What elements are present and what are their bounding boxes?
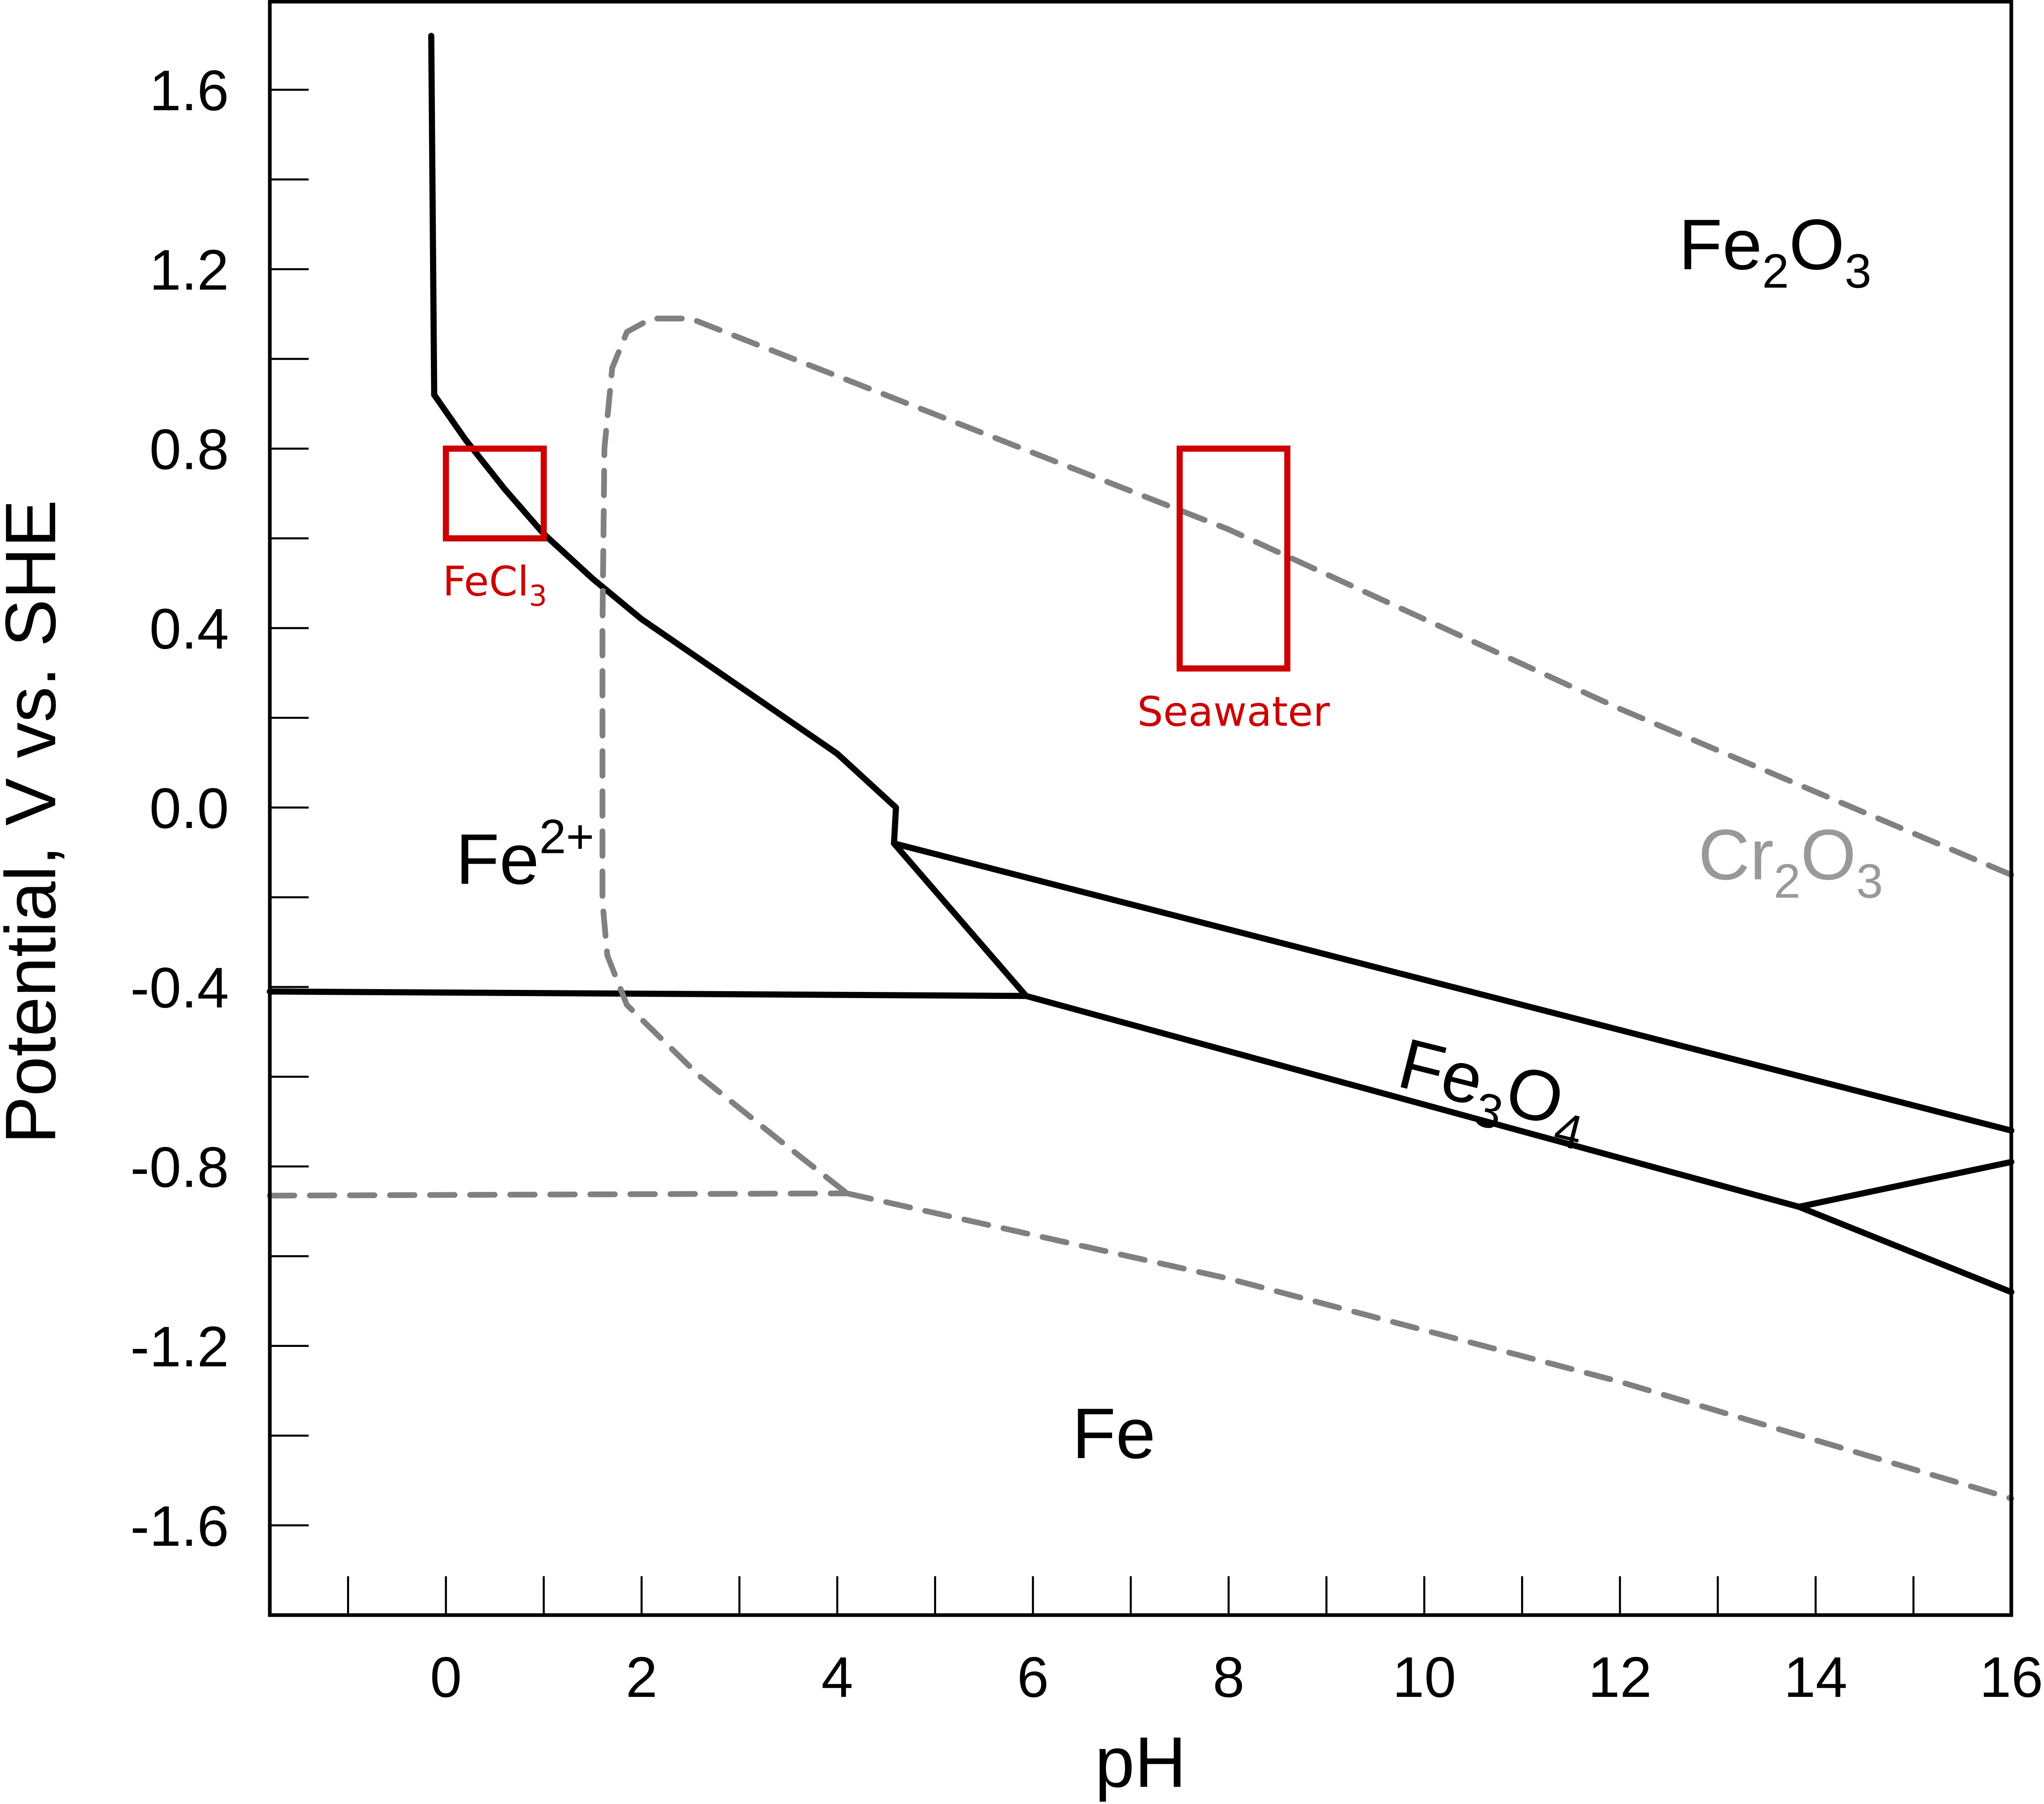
plot-frame: [268, 0, 2013, 1617]
x-tick-label: 6: [1017, 1645, 1049, 1709]
y-tick-label: 1.2: [149, 238, 229, 302]
x-tick-label: 2: [626, 1645, 658, 1709]
series-layer: [267, 33, 2015, 1501]
x-tick-label: 14: [1784, 1645, 1847, 1709]
fe-boundary-line: [891, 840, 1029, 999]
x-tick-label: 4: [821, 1645, 853, 1709]
x-tick-label: 10: [1392, 1645, 1456, 1709]
x-tick-label: 16: [1979, 1645, 2043, 1709]
phase-label: Fe2+: [456, 810, 594, 900]
phase-label: Fe3O4: [1388, 1023, 1598, 1160]
x-tick-label: 8: [1213, 1645, 1244, 1709]
y-tick-label: -0.4: [130, 956, 229, 1020]
fe-boundary-line: [1023, 993, 1802, 1210]
fe-boundary-line: [267, 988, 1029, 999]
y-tick-label: 1.6: [149, 58, 229, 122]
x-tick-label: 12: [1588, 1645, 1652, 1709]
fe-boundary-line: [431, 392, 899, 847]
y-tick-label: 0.0: [149, 776, 229, 840]
y-tick-label: -1.6: [130, 1494, 229, 1558]
y-tick-label: -0.8: [130, 1135, 229, 1199]
phase-label: Fe: [1072, 1394, 1155, 1474]
x-axis-title: pH: [1095, 1723, 1186, 1802]
cr-boundary-line: [844, 1190, 2014, 1501]
fe-boundary-line: [891, 840, 2015, 1134]
tick-layer: 0 2 4 6 8 10 12 14 16 -1.6 -1.2 -0.8 -0.4 0.0 0.4 0.8 1.…: [130, 58, 2043, 1709]
region-box: [1177, 445, 1291, 672]
cr-boundary-line: [599, 316, 2014, 1196]
y-tick-label: -1.2: [130, 1315, 229, 1379]
fe-boundary-line: [1796, 1204, 2015, 1295]
region-label: FeCl3: [443, 558, 547, 613]
y-tick-label: 0.4: [149, 597, 229, 661]
fe-boundary-line: [428, 33, 437, 398]
region-box: [443, 445, 547, 542]
phase-label: Fe2O3: [1679, 205, 1871, 298]
region-label: Seawater: [1137, 688, 1330, 736]
cr-boundary-line: [267, 1190, 850, 1199]
y-tick-label: 0.8: [149, 417, 229, 481]
x-tick-label: 0: [430, 1645, 462, 1709]
y-axis-title: Potential, V vs. SHE: [0, 500, 71, 1144]
annotation-layer: Fe2O3 Fe2+ Cr2O3 Fe3O4 Fe: [456, 205, 1883, 1474]
region-layer: FeCl3 Seawater: [443, 445, 1330, 736]
phase-label: Cr2O3: [1698, 815, 1883, 909]
fe-boundary-line: [1796, 1159, 2015, 1210]
